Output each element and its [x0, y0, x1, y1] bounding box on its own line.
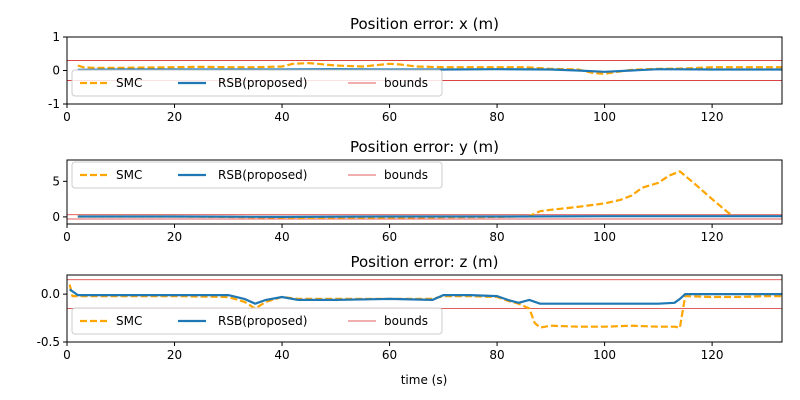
subplot-3-x-tick-label: 120: [701, 348, 724, 362]
subplot-2-y-tick-label: 5: [52, 174, 60, 188]
subplot-2: Position error: y (m) 0 20 40 60 80 100 120 0 5 SM…: [52, 138, 783, 244]
subplot-2-y-tick-label: 0: [52, 210, 60, 224]
subplot-2-x-tick-label: 40: [274, 230, 289, 244]
subplot-2-legend-box: [71, 161, 443, 189]
x-axis-label: time (s): [401, 373, 448, 387]
subplot-1-legend-label-0: SMC: [116, 76, 142, 90]
subplot-3-x-tick-label: 40: [274, 348, 289, 362]
subplot-3-y-tick-label: 0.0: [41, 287, 60, 301]
subplot-3-title: Position error: z (m): [350, 253, 498, 271]
subplot-2-title: Position error: y (m): [350, 138, 499, 156]
subplot-2-legend-label-0: SMC: [116, 168, 142, 182]
subplot-1-x-tick-label: 100: [593, 110, 616, 124]
subplot-1-x-tick-label: 80: [489, 110, 504, 124]
subplot-3-x-tick-label: 20: [167, 348, 182, 362]
subplot-2-plot-area: [67, 170, 782, 220]
subplot-2-legend-label-1: RSB(proposed): [218, 168, 307, 182]
subplot-3-legend-label-2: bounds: [384, 314, 428, 328]
subplot-3-legend-label-0: SMC: [116, 314, 142, 328]
subplot-1-y-tick-label: 0: [52, 64, 60, 78]
subplot-1-title: Position error: x (m): [350, 15, 499, 33]
subplot-3-legend: SMC RSB(proposed) bounds: [71, 307, 443, 335]
subplot-3-legend-box: [71, 307, 443, 335]
subplot-1-x-tick-label: 40: [274, 110, 289, 124]
subplot-2-x-tick-label: 20: [167, 230, 182, 244]
subplot-1-y-tick-label: 1: [52, 30, 60, 44]
subplot-1-x-tick-label: 20: [167, 110, 182, 124]
subplot-3-legend-label-1: RSB(proposed): [218, 314, 307, 328]
subplot-2-frame: [66, 159, 783, 225]
subplot-3-series-rsb-line: [69, 288, 782, 305]
subplot-1-legend-label-2: bounds: [384, 76, 428, 90]
subplot-1-x-tick-label: 60: [382, 110, 397, 124]
subplot-3: Position error: z (m) 0 20 40 60 80 100 120 -0.5…: [37, 253, 783, 362]
subplot-1-legend-label-1: RSB(proposed): [218, 76, 307, 90]
subplot-3-x-tick-label: 0: [63, 348, 71, 362]
subplot-3-x-tick-label: 80: [489, 348, 504, 362]
subplot-1-x-tick-label: 0: [63, 110, 71, 124]
subplot-3-series-smc-line: [68, 284, 782, 329]
subplot-2-x-tick-label: 0: [63, 230, 71, 244]
subplot-3-y-tick-label: -0.5: [37, 335, 60, 349]
subplot-2-legend-label-2: bounds: [384, 168, 428, 182]
subplot-2-series-rsb-line: [77, 215, 782, 218]
subplot-1-legend-box: [71, 69, 443, 97]
subplot-2-x-tick-label: 60: [382, 230, 397, 244]
subplot-3-frame: [66, 274, 783, 343]
subplot-2-x-tick-label: 80: [489, 230, 504, 244]
subplot-2-x-tick-label: 120: [701, 230, 724, 244]
subplot-2-legend: SMC RSB(proposed) bounds: [71, 161, 443, 189]
subplot-3-x-tick-label: 60: [382, 348, 397, 362]
subplot-2-x-tick-label: 100: [593, 230, 616, 244]
subplot-3-x-tick-label: 100: [593, 348, 616, 362]
subplot-1: Position error: x (m)0 20 40 60 80 100 120-101…: [48, 15, 783, 124]
subplot-1-x-tick-label: 120: [701, 110, 724, 124]
subplot-1-legend: SMC RSB(proposed) bounds: [71, 69, 443, 97]
subplot-1-y-tick-label: -1: [48, 97, 60, 111]
